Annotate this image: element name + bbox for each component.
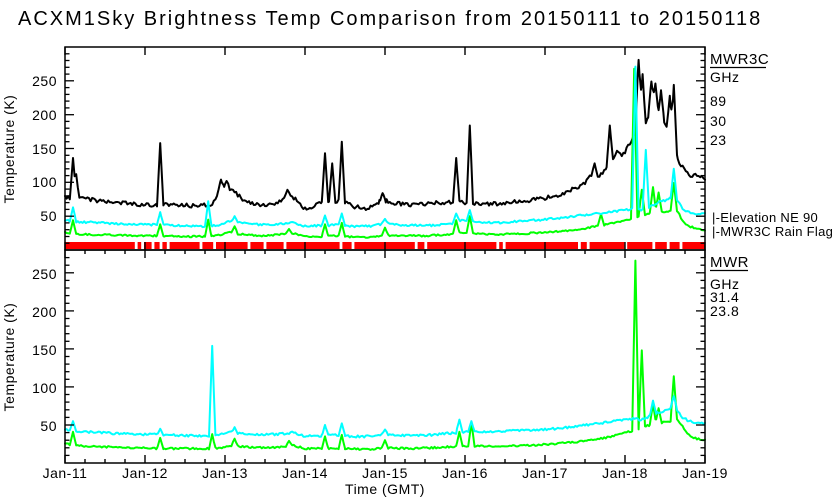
x-tick-label: Jan-11 [43, 465, 88, 481]
y-axis-label-top: Temperature (K) [1, 95, 17, 204]
legend-mwr: MWR GHz 31.4 23.8 [710, 254, 749, 319]
chart-title: ACXM1Sky Brightness Temp Comparison from… [18, 8, 762, 30]
flag-bar-gap [141, 242, 144, 249]
x-tick-label: Jan-14 [282, 465, 328, 481]
x-axis-label: Time (GMT) [345, 481, 425, 497]
y-tick-label: 150 [32, 342, 57, 358]
flag-bar-gap [496, 242, 500, 249]
flag-bar-gap [247, 242, 251, 249]
flag-bar-gap [283, 242, 287, 249]
flag-bar-gap [414, 242, 418, 249]
series-23-line [64, 65, 706, 229]
rain-flag-label: |-MWR3C Rain Flag [712, 224, 833, 239]
x-tick-label: Jan-15 [362, 465, 408, 481]
legend-instrument-mwr: MWR [710, 254, 749, 271]
legend-mwr3c: MWR3C GHz 89 30 23 [710, 51, 769, 148]
x-tick-label: Jan-16 [442, 465, 488, 481]
y-tick-label: 200 [32, 107, 57, 123]
flag-bar-gap [339, 242, 343, 249]
legend-series-23: 23 [710, 132, 727, 148]
panel-mwr [64, 249, 706, 464]
flag-bar-gap [351, 242, 355, 249]
flag-bar-gap [652, 242, 656, 249]
legend-unit: GHz [710, 69, 740, 85]
series-23.8-line [64, 344, 706, 439]
flag-bar-gap [199, 242, 203, 249]
y-tick-label: 250 [32, 73, 57, 89]
flag-bar-gap [213, 242, 216, 249]
y-tick-label: 50 [40, 208, 57, 224]
y-axis-label-bottom: Temperature (K) [1, 303, 17, 412]
panel-mwr3c [64, 46, 706, 258]
flag-bar-gap [679, 242, 683, 249]
x-tick-label: Jan-17 [522, 465, 568, 481]
y-tick-label: 50 [40, 418, 57, 434]
y-tick-label: 150 [32, 141, 57, 157]
flag-bar-gap [159, 242, 163, 249]
y-tick-label: 200 [32, 304, 57, 320]
legend-series-89: 89 [710, 93, 727, 109]
y-tick-label: 100 [32, 174, 57, 190]
y-tick-label: 100 [32, 380, 57, 396]
flag-bar-gap [666, 242, 670, 249]
flag-bar-gap [586, 242, 590, 249]
flag-bar-gap [151, 242, 155, 249]
flag-bar-gap [578, 242, 581, 249]
plot-panels [64, 46, 706, 464]
x-tick-label: Jan-19 [682, 465, 728, 481]
elevation-flag-label: |-Elevation NE 90 [712, 210, 818, 225]
flag-bar-gap [424, 242, 428, 249]
legend-series-23.8: 23.8 [710, 303, 739, 319]
series-89-line [64, 58, 706, 211]
series-30-line [64, 67, 706, 239]
flag-bar-gap [624, 242, 628, 249]
x-tick-label: Jan-12 [122, 465, 168, 481]
y-tick-label: 250 [32, 266, 57, 282]
series-31.4-line [64, 259, 706, 451]
legend-unit: GHz [710, 276, 740, 292]
flag-annotations: |-Elevation NE 90 |-MWR3C Rain Flag [712, 210, 833, 239]
flag-bar-gap [166, 242, 170, 249]
legend-series-30: 30 [710, 113, 727, 129]
flag-bar-gap [263, 242, 267, 249]
flag-bar-gap [134, 242, 138, 249]
x-tick-label: Jan-13 [202, 465, 248, 481]
legend-series-31.4: 31.4 [710, 289, 739, 305]
x-tick-label: Jan-18 [602, 465, 648, 481]
flag-bar-gap [502, 242, 506, 249]
legend-instrument-mwr3c: MWR3C [710, 51, 769, 68]
